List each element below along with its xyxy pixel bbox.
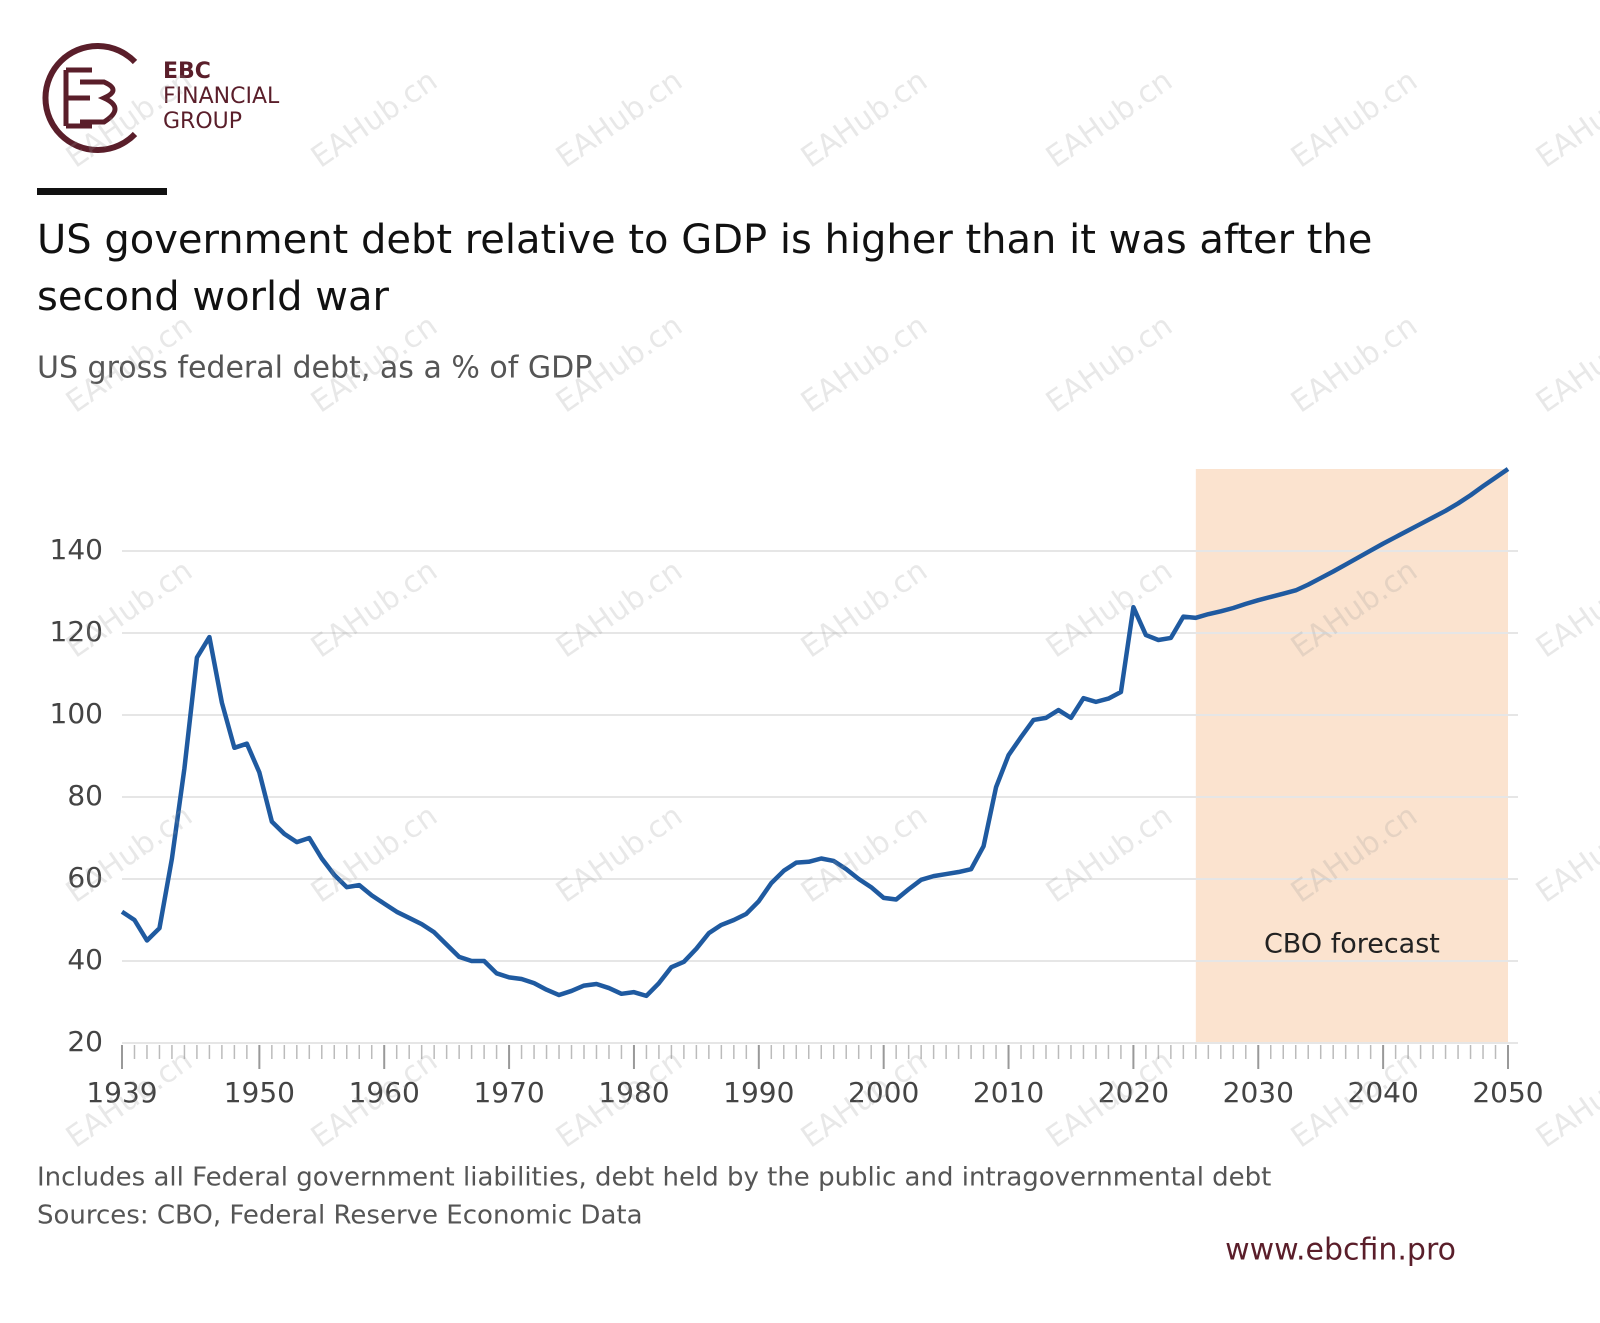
watermark: EAHub.cn <box>550 553 689 665</box>
forecast-band <box>1195 469 1508 1043</box>
y-tick-label: 140 <box>50 533 103 566</box>
x-tick-label: 2020 <box>1098 1076 1169 1109</box>
forecast-label: CBO forecast <box>1264 929 1440 960</box>
watermark: EAHub.cn <box>1530 308 1600 420</box>
watermark: EAHub.cn <box>305 63 444 175</box>
title-rule <box>37 188 167 195</box>
x-tick-label: 2030 <box>1223 1076 1294 1109</box>
note: Includes all Federal government liabilit… <box>37 1163 1271 1193</box>
watermark: EAHub.cn <box>1530 553 1600 665</box>
watermark: EAHub.cn <box>60 1043 199 1155</box>
brand-line: GROUP <box>163 109 242 134</box>
watermark: EAHub.cn <box>305 1043 444 1155</box>
chart-title: US government debt relative to GDP is hi… <box>37 217 1372 320</box>
watermark: EAHub.cn <box>795 308 934 420</box>
y-tick-label: 100 <box>50 697 103 730</box>
y-tick-label: 20 <box>67 1025 103 1058</box>
chart-subtitle: US gross federal debt, as a % of GDP <box>37 351 592 386</box>
note: Sources: CBO, Federal Reserve Economic D… <box>37 1201 643 1231</box>
watermark: EAHub.cn <box>1040 553 1179 665</box>
x-tick-label: 1960 <box>349 1076 420 1109</box>
logo-glyph <box>63 67 118 129</box>
watermark: EAHub.cn <box>550 63 689 175</box>
watermark: EAHub.cn <box>1040 63 1179 175</box>
x-tick-label: 1939 <box>86 1076 157 1109</box>
watermark: EAHub.cn <box>550 798 689 910</box>
logo <box>42 43 138 153</box>
watermark: EAHub.cn <box>1285 63 1424 175</box>
x-tick-label: 1990 <box>723 1076 794 1109</box>
watermark: EAHub.cn <box>795 63 934 175</box>
logo-arc <box>42 43 138 153</box>
y-tick-label: 120 <box>50 615 103 648</box>
brand-line: EBC <box>163 59 211 84</box>
x-tick-label: 1970 <box>473 1076 544 1109</box>
x-tick-label: 2040 <box>1348 1076 1419 1109</box>
x-tick-label: 2050 <box>1472 1076 1543 1109</box>
watermark: EAHub.cn <box>795 798 934 910</box>
watermark: EAHub.cn <box>305 553 444 665</box>
watermark: EAHub.cn <box>1530 798 1600 910</box>
y-tick-label: 60 <box>67 861 103 894</box>
x-tick-label: 1980 <box>598 1076 669 1109</box>
brand-line: FINANCIAL <box>163 84 280 109</box>
watermark: EAHub.cn <box>795 553 934 665</box>
brand-url: www.ebcfin.pro <box>1225 1233 1456 1268</box>
watermark: EAHub.cn <box>1285 308 1424 420</box>
x-tick-label: 1950 <box>224 1076 295 1109</box>
x-tick-label: 2010 <box>973 1076 1044 1109</box>
y-tick-label: 40 <box>67 943 103 976</box>
x-tick-label: 2000 <box>848 1076 919 1109</box>
watermark: EAHub.cn <box>60 798 199 910</box>
y-tick-label: 80 <box>67 779 103 812</box>
data-line <box>120 467 1510 999</box>
watermark: EAHub.cn <box>1040 798 1179 910</box>
watermark: EAHub.cn <box>1040 308 1179 420</box>
watermark: EAHub.cn <box>1530 63 1600 175</box>
watermark: EAHub.cn <box>305 798 444 910</box>
watermark: EAHub.cn <box>60 553 199 665</box>
